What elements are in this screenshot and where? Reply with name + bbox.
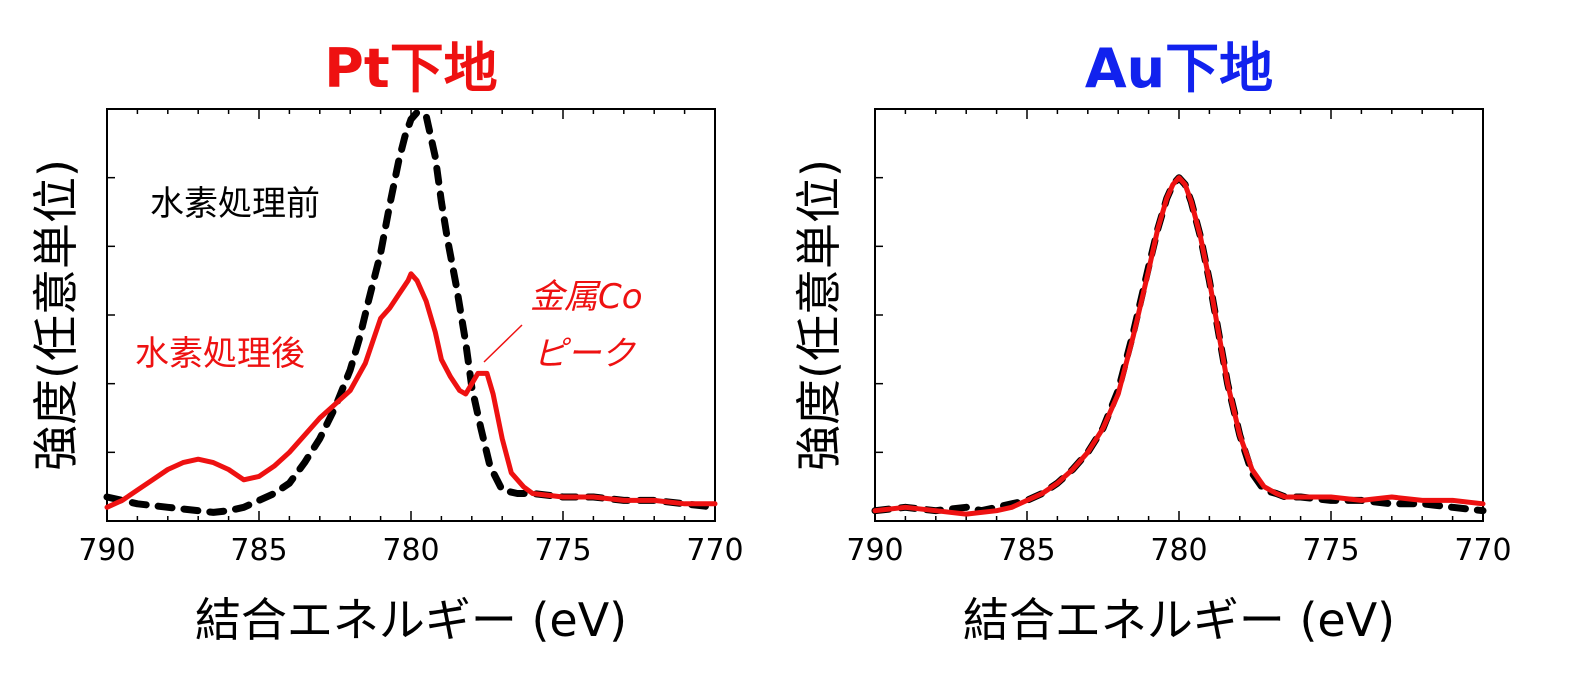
pt-xtick-label: 775 (534, 533, 591, 568)
panel-au-ylabel: 強度(任意単位) (792, 159, 846, 471)
pt-xtick-label: 785 (230, 533, 287, 568)
au-xtick-label: 770 (1454, 533, 1511, 568)
panel-au-title: Au下地 (1085, 37, 1273, 100)
annotation-before: 水素処理前 (150, 184, 320, 224)
panel-au-xlabel: 結合エネルギー (eV) (963, 593, 1395, 647)
pt-xtick-label: 770 (686, 533, 743, 568)
panel-pt: Pt下地 790 785 780 775 770 結合エネルギー (eV) 強度… (29, 37, 744, 647)
annotation-co-pointer (483, 324, 523, 363)
panel-au: Au下地 790 785 780 775 770 結合エネルギー (eV) 強度… (792, 37, 1512, 647)
panel-au-ticks (874, 109, 1484, 521)
au-xtick-label: 780 (1150, 533, 1207, 568)
pt-xtick-label: 780 (382, 533, 439, 568)
au-series-solid-line (872, 175, 1486, 517)
au-xtick-label: 775 (1302, 533, 1359, 568)
panel-pt-series (103, 108, 719, 516)
pt-series-dashed-line (103, 108, 719, 516)
au-xtick-label: 785 (998, 533, 1055, 568)
panel-pt-title: Pt下地 (324, 37, 497, 100)
pt-series-solid-line (104, 271, 718, 510)
panel-pt-ticks (106, 109, 716, 521)
annotation-after: 水素処理後 (135, 334, 305, 374)
au-xtick-label: 790 (846, 533, 903, 568)
panel-pt-xlabel: 結合エネルギー (eV) (195, 593, 627, 647)
panel-au-series (871, 174, 1487, 517)
panel-au-frame (874, 108, 1484, 522)
pt-xtick-label: 790 (78, 533, 135, 568)
panel-pt-ylabel: 強度(任意単位) (29, 159, 83, 471)
au-series-dashed-line (871, 174, 1487, 515)
annotation-co-line1: 金属Co (530, 277, 643, 317)
annotation-co-line2: ピーク (533, 334, 636, 374)
